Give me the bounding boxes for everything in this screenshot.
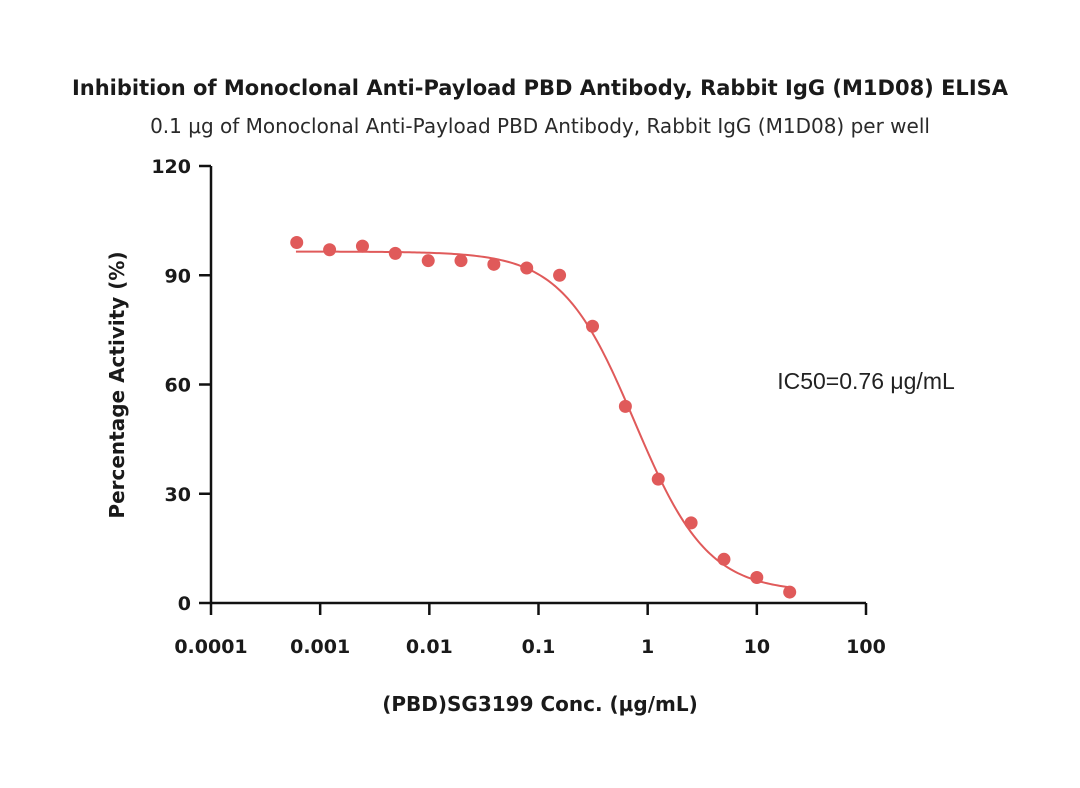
axes: 0 30 60 90 120 0.0001 0.001 0.01 0.1 1 10 100: [151, 156, 886, 658]
data-point: [487, 257, 501, 271]
data-point: [750, 571, 764, 585]
x-tick-label: 0.0001: [174, 636, 247, 658]
x-tick-label: 0.001: [290, 636, 350, 658]
data-point: [684, 516, 698, 530]
data-point: [553, 268, 567, 282]
x-axis-label: (PBD)SG3199 Conc. (μg/mL): [382, 692, 698, 716]
data-point: [421, 254, 435, 268]
chart-title: Inhibition of Monoclonal Anti-Payload PB…: [72, 76, 1009, 100]
fit-curve: [295, 250, 790, 589]
x-tick-label: 100: [846, 636, 886, 658]
y-tick-label: 0: [178, 593, 191, 615]
x-tick-label: 0.01: [406, 636, 453, 658]
y-tick-label: 90: [165, 265, 191, 287]
data-point: [290, 235, 304, 249]
x-tick-label: 1: [641, 636, 654, 658]
data-point: [783, 585, 797, 599]
y-tick-label: 30: [165, 484, 191, 506]
data-point: [618, 399, 632, 413]
data-point: [520, 261, 534, 275]
fit-curve-layer: [295, 250, 790, 589]
data-point: [355, 239, 369, 253]
y-axis-label: Percentage Activity (%): [105, 251, 129, 518]
data-point: [717, 552, 731, 566]
x-tick-label: 0.1: [522, 636, 556, 658]
data-point: [454, 254, 468, 268]
y-tick-label: 120: [151, 156, 191, 178]
data-point: [388, 246, 402, 260]
ic50-annotation: IC50=0.76 μg/mL: [777, 368, 955, 394]
chart-subtitle: 0.1 μg of Monoclonal Anti-Payload PBD An…: [150, 114, 930, 138]
data-point: [651, 472, 665, 486]
data-points-layer: [290, 235, 797, 599]
data-point: [323, 243, 337, 257]
x-tick-label: 10: [744, 636, 770, 658]
data-point: [586, 319, 600, 333]
y-tick-label: 60: [165, 375, 191, 397]
